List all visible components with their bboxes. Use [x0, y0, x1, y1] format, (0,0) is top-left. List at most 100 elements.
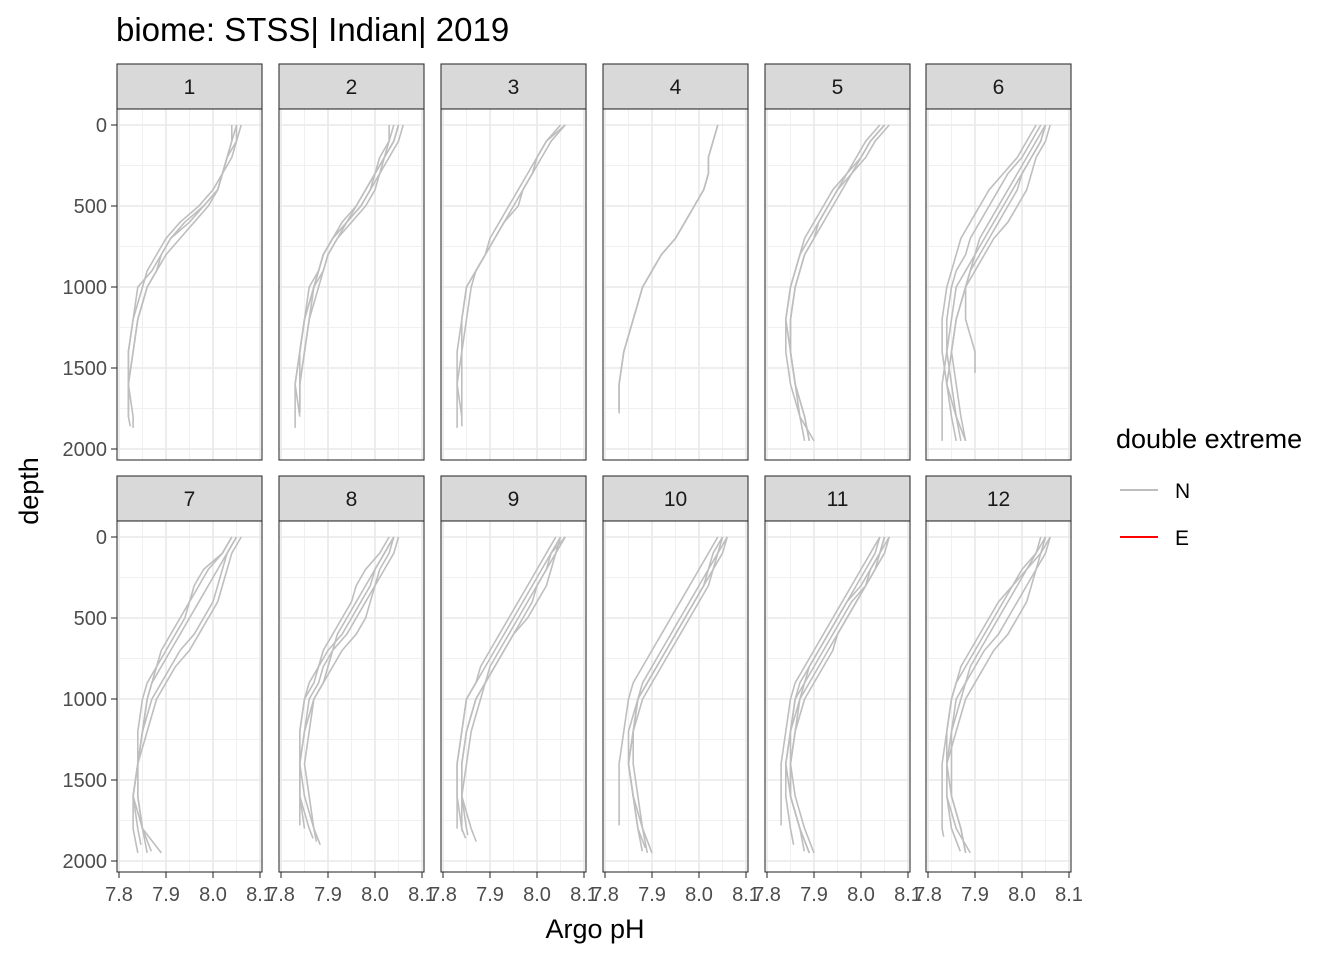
- profile-line: [784, 124, 881, 442]
- legend: double extreme N E: [1116, 424, 1302, 550]
- facet-panel-1: 1: [116, 63, 263, 461]
- facet-strip-label: 6: [993, 76, 1005, 99]
- facet-strip-label: 5: [832, 76, 844, 99]
- x-tick-label: 7.9: [152, 884, 180, 906]
- facet-panel-12: 12: [925, 475, 1072, 873]
- profile-line: [789, 536, 886, 854]
- facet-strip: [764, 475, 911, 522]
- x-tick-label: 8.0: [685, 884, 713, 906]
- x-tick-label: 8.1: [894, 884, 922, 906]
- profile-line: [294, 125, 390, 417]
- x-tick-label: 8.1: [732, 884, 760, 906]
- facet-strip: [116, 63, 263, 110]
- y-tick-label: 0: [96, 527, 107, 549]
- x-tick-label: 7.8: [753, 884, 781, 906]
- legend-label-e: E: [1175, 527, 1189, 550]
- profile-line: [132, 536, 238, 845]
- chart-title: biome: STSS| Indian| 2019: [116, 11, 509, 48]
- x-tick-label: 8.0: [847, 884, 875, 906]
- profile-line: [460, 536, 562, 832]
- facet-strip-label: 12: [987, 488, 1010, 511]
- panel-border: [602, 520, 749, 873]
- profile-line: [618, 536, 719, 826]
- facet-panel-2: 2: [278, 63, 425, 461]
- y-tick-label: 1000: [63, 277, 108, 299]
- x-axis-title: Argo pH: [545, 914, 644, 944]
- profile-line: [789, 124, 886, 442]
- profile-line: [298, 124, 400, 404]
- facet-strip: [278, 63, 425, 110]
- y-tick-label: 1000: [63, 689, 108, 711]
- x-tick-label: 8.0: [523, 884, 551, 906]
- y-axis-title: depth: [14, 457, 44, 525]
- profile-line: [298, 536, 395, 829]
- panel-border: [925, 520, 1072, 873]
- x-tick-label: 8.0: [1008, 884, 1036, 906]
- profile-line: [618, 124, 719, 411]
- profile-line: [945, 536, 1042, 852]
- panel-border: [602, 108, 749, 461]
- facet-strip-label: 2: [346, 76, 358, 99]
- x-tick-label: 7.9: [961, 884, 989, 906]
- panel-border: [440, 520, 587, 873]
- facet-strip-label: 4: [670, 76, 682, 99]
- facet-strip-label: 8: [346, 488, 358, 511]
- profile-line: [950, 536, 1051, 854]
- facet-strip: [440, 63, 587, 110]
- facet-panel-3: 3: [440, 63, 587, 461]
- panel-border: [764, 108, 911, 461]
- profile-line: [945, 536, 1051, 854]
- facet-panel-8: 8: [278, 475, 425, 873]
- profile-line: [460, 124, 566, 427]
- facet-strip: [602, 63, 749, 110]
- panel-border: [440, 108, 587, 461]
- y-tick-label: 500: [74, 608, 107, 630]
- y-tick-label: 0: [96, 115, 107, 137]
- x-tick-label: 8.1: [246, 884, 274, 906]
- panel-border: [278, 108, 425, 461]
- panel-border: [116, 520, 263, 873]
- facet-panel-4: 4: [602, 63, 749, 461]
- x-tick-label: 8.1: [1055, 884, 1083, 906]
- y-tick-label: 1500: [63, 358, 108, 380]
- axes: 0 500 1000 1500 2000 7.8 7.9 8.0 8.1 0 500 1000 1500…: [63, 115, 1083, 906]
- profile-line: [298, 536, 395, 846]
- facet-strip-label: 1: [184, 76, 196, 99]
- facet-strip: [602, 475, 749, 522]
- x-tick-label: 7.8: [914, 884, 942, 906]
- legend-title: double extreme: [1116, 424, 1302, 454]
- profile-line: [950, 124, 1051, 442]
- panel-border: [764, 520, 911, 873]
- facet-panel-9: 9: [440, 475, 587, 873]
- facet-panel-10: 10: [602, 475, 749, 873]
- y-tick-label: 500: [74, 196, 107, 218]
- x-tick-label: 8.0: [199, 884, 227, 906]
- profile-line: [303, 536, 395, 842]
- x-tick-label: 7.8: [591, 884, 619, 906]
- facet-strip-label: 9: [508, 488, 520, 511]
- y-tick-label: 1500: [63, 770, 108, 792]
- facet-strip-label: 10: [664, 488, 687, 511]
- profile-line: [945, 124, 1047, 442]
- facet-strip: [278, 475, 425, 522]
- profile-line: [941, 536, 1047, 837]
- facet-strip: [116, 475, 263, 522]
- profile-line: [964, 124, 1047, 373]
- facet-strip: [925, 475, 1072, 522]
- facet-strip-label: 3: [508, 76, 520, 99]
- facet-strip-label: 7: [184, 488, 196, 511]
- x-tick-label: 8.0: [361, 884, 389, 906]
- profile-line: [941, 124, 1037, 442]
- x-tick-label: 7.8: [105, 884, 133, 906]
- y-tick-label: 2000: [63, 851, 108, 873]
- profile-line: [127, 125, 238, 409]
- profile-line: [627, 536, 728, 849]
- profile-line: [137, 536, 233, 852]
- x-tick-label: 7.9: [800, 884, 828, 906]
- x-tick-label: 7.9: [476, 884, 504, 906]
- panel-border: [116, 108, 263, 461]
- x-tick-label: 7.9: [314, 884, 342, 906]
- x-tick-label: 7.9: [638, 884, 666, 906]
- profile-line: [780, 536, 881, 826]
- x-tick-label: 8.1: [408, 884, 436, 906]
